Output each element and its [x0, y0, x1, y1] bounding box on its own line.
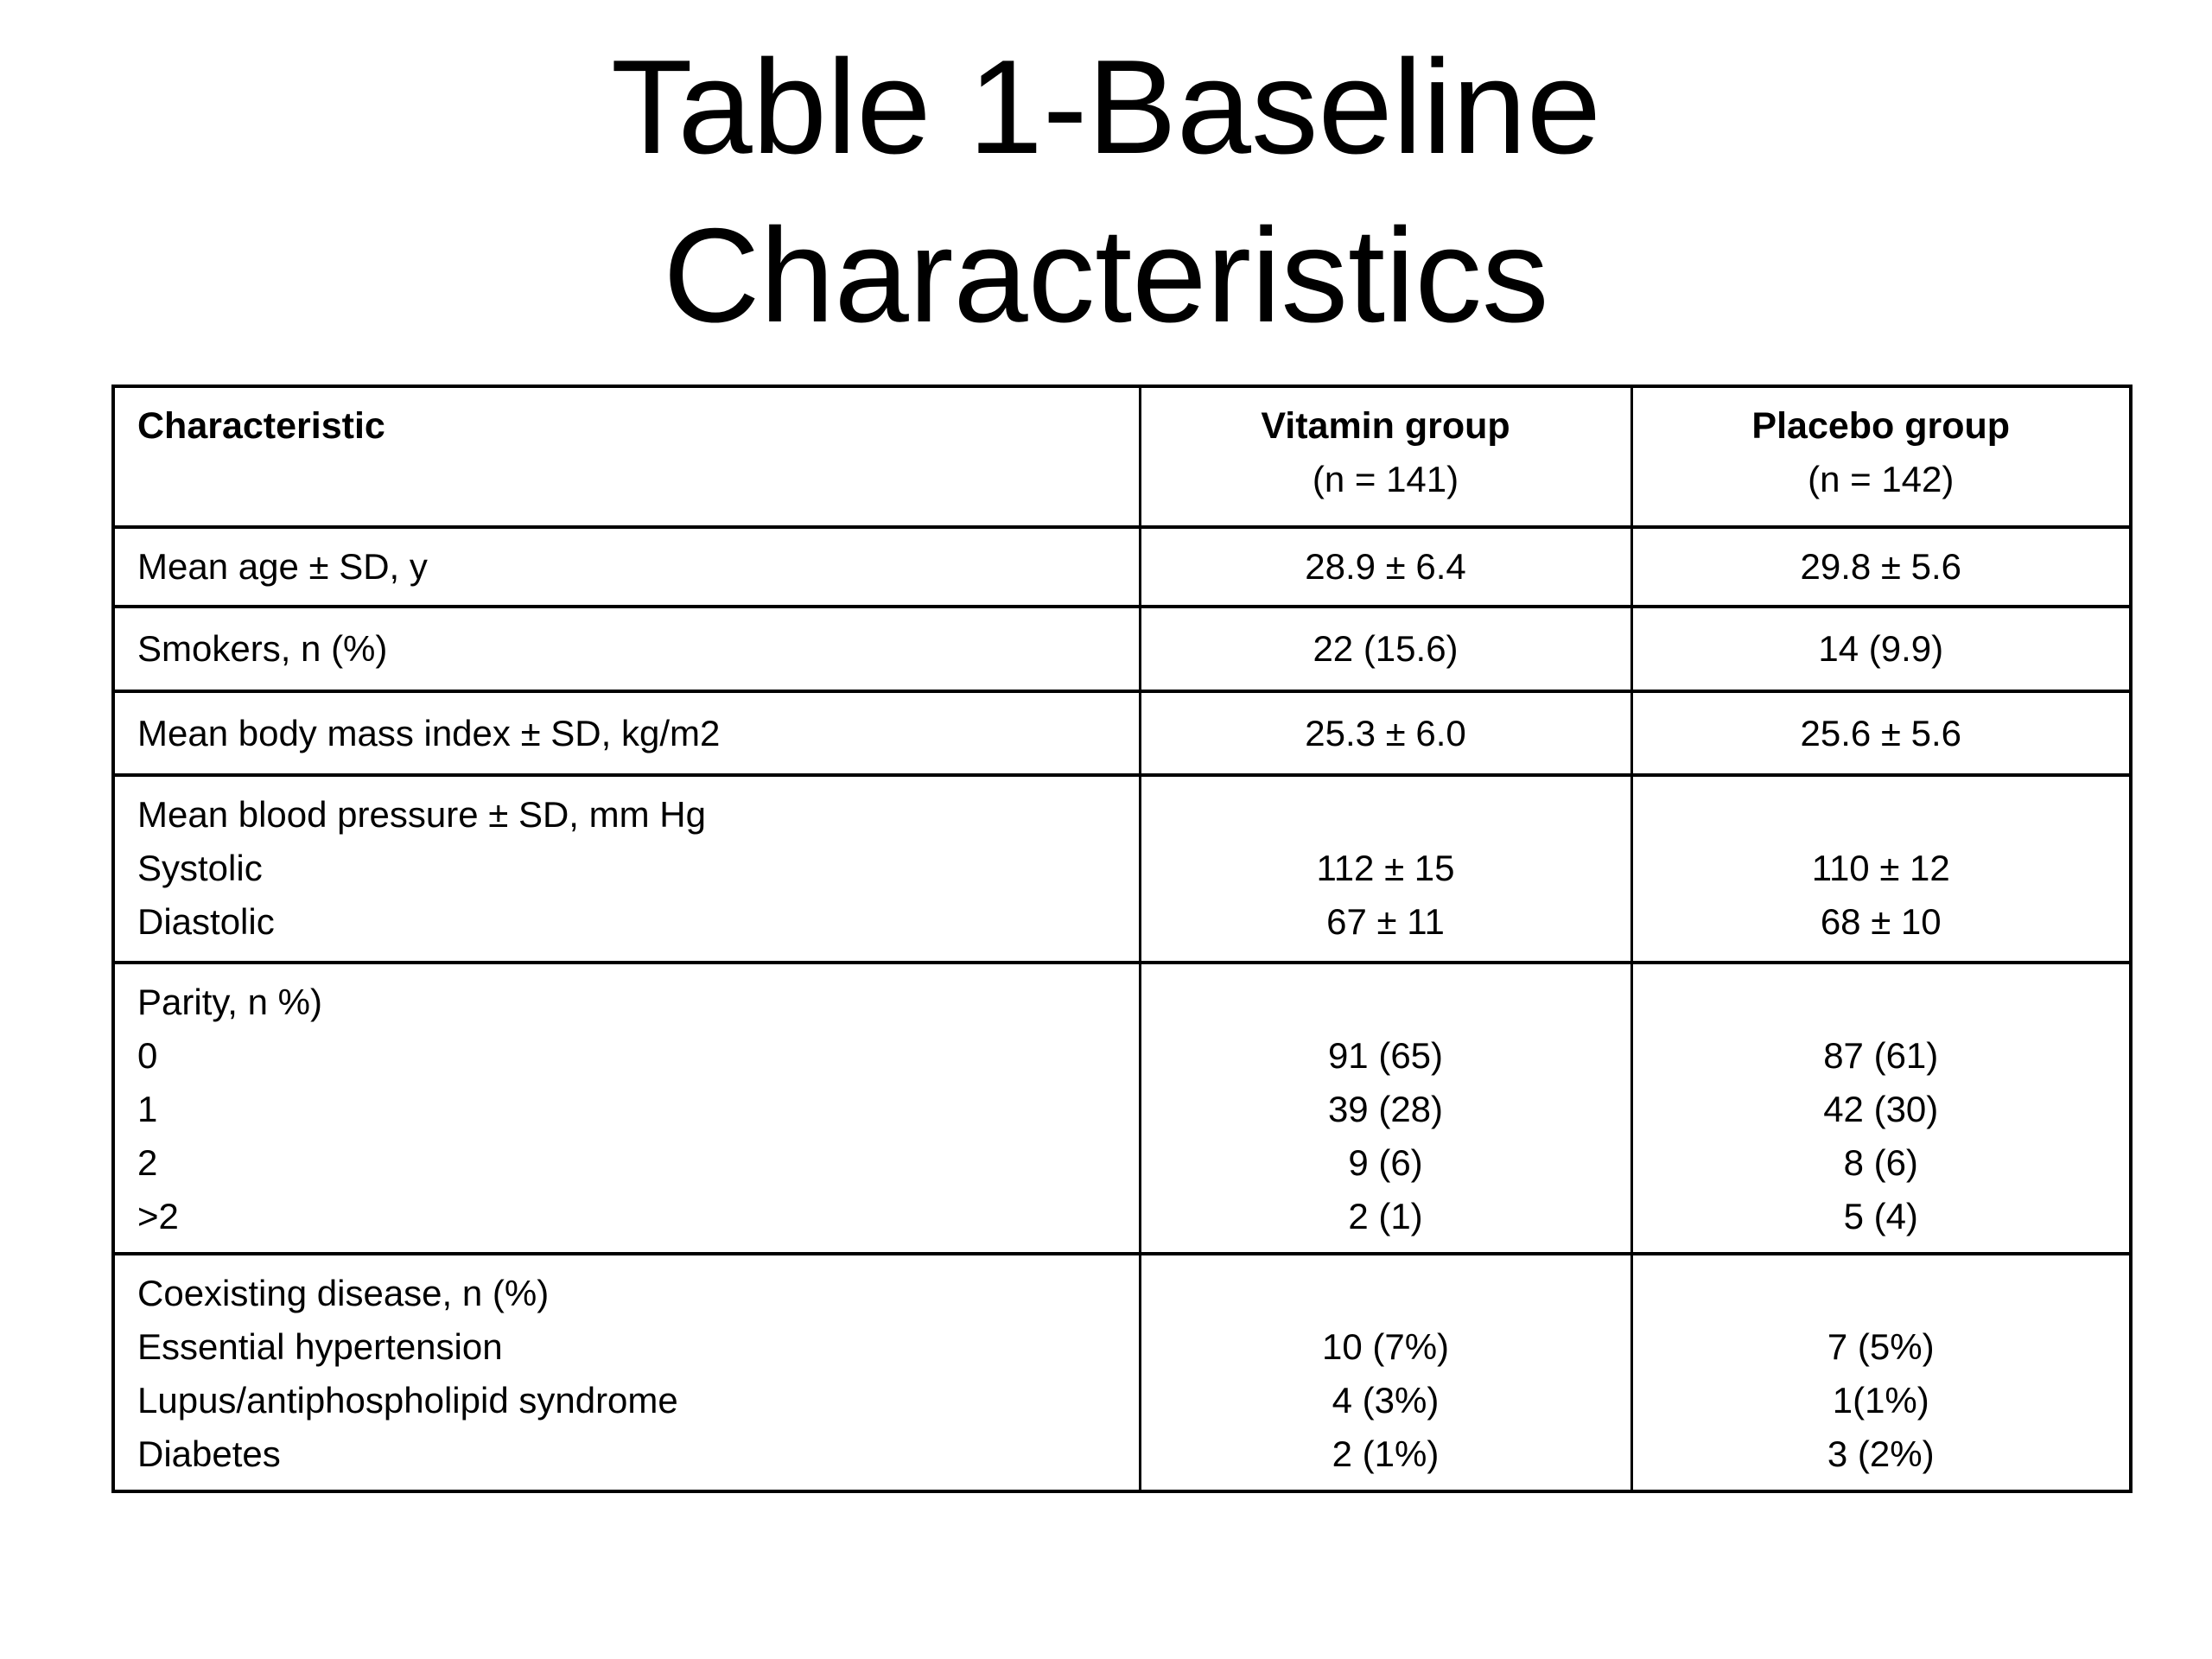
cell-label: Parity, n %) 0 1 2 >2 [111, 961, 1141, 1255]
cell-label: Mean age ± SD, y [111, 525, 1141, 608]
cell-value: 22 (15.6) [1313, 628, 1459, 669]
column-header-label: Placebo group [1751, 405, 2011, 447]
cell-value [1633, 788, 2130, 842]
header-cell-vitamin-group: Vitamin group (n = 141) [1138, 385, 1633, 529]
cell-value [1141, 976, 1630, 1029]
cell-value [1141, 1267, 1630, 1320]
cell-value [1141, 788, 1630, 842]
cell-vitamin-value: 112 ± 15 67 ± 11 [1138, 773, 1633, 964]
cell-value: 2 (1) [1348, 1196, 1423, 1236]
cell-value: 39 (28) [1327, 1089, 1444, 1129]
cell-placebo-value: 110 ± 12 68 ± 10 [1630, 773, 2133, 964]
table-row-mean-age: Mean age ± SD, y 28.9 ± 6.4 29.8 ± 5.6 [111, 525, 2133, 608]
table-row-smokers: Smokers, n (%) 22 (15.6) 14 (9.9) [111, 605, 2133, 693]
table-header-row: Characteristic Vitamin group (n = 141) P… [111, 385, 2133, 529]
column-header-label: Vitamin group [1261, 405, 1510, 447]
row-sublabel: Essential hypertension [137, 1326, 503, 1367]
cell-vitamin-value: 22 (15.6) [1138, 605, 1633, 693]
cell-value: 7 (5%) [1827, 1326, 1935, 1367]
column-header-sublabel: (n = 141) [1312, 459, 1459, 499]
row-label: Smokers, n (%) [137, 628, 388, 669]
row-sublabel: 0 [137, 1035, 158, 1076]
cell-value: 91 (65) [1327, 1035, 1444, 1076]
cell-label: Smokers, n (%) [111, 605, 1141, 693]
cell-value: 87 (61) [1823, 1035, 1939, 1076]
row-sublabel: Lupus/antiphospholipid syndrome [137, 1380, 678, 1421]
cell-placebo-value: 25.6 ± 5.6 [1630, 690, 2133, 777]
header-cell-characteristic: Characteristic [111, 385, 1141, 529]
cell-vitamin-value: 28.9 ± 6.4 [1138, 525, 1633, 608]
row-sublabel: Diastolic [137, 901, 275, 942]
cell-value: 1(1%) [1832, 1380, 1929, 1421]
row-label: Mean body mass index ± SD, kg/m2 [137, 712, 721, 753]
cell-value: 29.8 ± 5.6 [1800, 546, 1962, 587]
table-row-parity: Parity, n %) 0 1 2 >2 91 (65) 39 (28) 9 … [111, 961, 2133, 1255]
row-label: Mean age ± SD, y [137, 546, 428, 587]
cell-label: Coexisting disease, n (%) Essential hype… [111, 1252, 1141, 1493]
table-row-blood-pressure: Mean blood pressure ± SD, mm Hg Systolic… [111, 773, 2133, 964]
table-row-bmi: Mean body mass index ± SD, kg/m2 25.3 ± … [111, 690, 2133, 777]
cell-value: 5 (4) [1843, 1196, 1918, 1236]
cell-vitamin-value: 10 (7%) 4 (3%) 2 (1%) [1138, 1252, 1633, 1493]
row-sublabel: >2 [137, 1196, 179, 1236]
cell-value: 8 (6) [1843, 1142, 1918, 1183]
cell-vitamin-value: 91 (65) 39 (28) 9 (6) 2 (1) [1138, 961, 1633, 1255]
slide-title: Table 1-Baseline Characteristics [0, 22, 2212, 359]
cell-value: 9 (6) [1348, 1142, 1423, 1183]
row-sublabel: 2 [137, 1142, 158, 1183]
row-sublabel: 1 [137, 1089, 158, 1129]
cell-label: Mean blood pressure ± SD, mm Hg Systolic… [111, 773, 1141, 964]
cell-label: Mean body mass index ± SD, kg/m2 [111, 690, 1141, 777]
cell-value: 28.9 ± 6.4 [1305, 546, 1466, 587]
column-header-sublabel: (n = 142) [1808, 459, 1955, 499]
cell-vitamin-value: 25.3 ± 6.0 [1138, 690, 1633, 777]
cell-value: 25.3 ± 6.0 [1305, 712, 1466, 753]
row-label: Mean blood pressure ± SD, mm Hg [137, 794, 706, 835]
cell-value: 25.6 ± 5.6 [1800, 712, 1962, 753]
column-header-label: Characteristic [137, 405, 385, 447]
cell-value: 68 ± 10 [1820, 901, 1942, 942]
cell-value [1633, 1267, 2130, 1320]
cell-value: 2 (1%) [1332, 1433, 1440, 1474]
baseline-characteristics-table: Characteristic Vitamin group (n = 141) P… [111, 385, 2133, 1493]
cell-placebo-value: 7 (5%) 1(1%) 3 (2%) [1630, 1252, 2133, 1493]
cell-placebo-value: 87 (61) 42 (30) 8 (6) 5 (4) [1630, 961, 2133, 1255]
cell-value: 67 ± 11 [1326, 901, 1445, 942]
table-row-coexisting-disease: Coexisting disease, n (%) Essential hype… [111, 1252, 2133, 1493]
slide-title-line1: Table 1-Baseline [610, 32, 1601, 181]
slide-title-line2: Characteristics [663, 200, 1549, 350]
cell-placebo-value: 29.8 ± 5.6 [1630, 525, 2133, 608]
row-sublabel: Diabetes [137, 1433, 281, 1474]
cell-value: 14 (9.9) [1818, 628, 1944, 669]
cell-value: 112 ± 15 [1316, 848, 1455, 888]
header-cell-placebo-group: Placebo group (n = 142) [1630, 385, 2133, 529]
row-label: Parity, n %) [137, 982, 322, 1022]
row-label: Coexisting disease, n (%) [137, 1273, 550, 1313]
cell-placebo-value: 14 (9.9) [1630, 605, 2133, 693]
cell-value: 10 (7%) [1321, 1326, 1450, 1367]
cell-value [1633, 976, 2130, 1029]
row-sublabel: Systolic [137, 848, 263, 888]
cell-value: 3 (2%) [1827, 1433, 1935, 1474]
cell-value: 42 (30) [1823, 1089, 1939, 1129]
cell-value: 4 (3%) [1332, 1380, 1440, 1421]
cell-value: 110 ± 12 [1811, 848, 1950, 888]
